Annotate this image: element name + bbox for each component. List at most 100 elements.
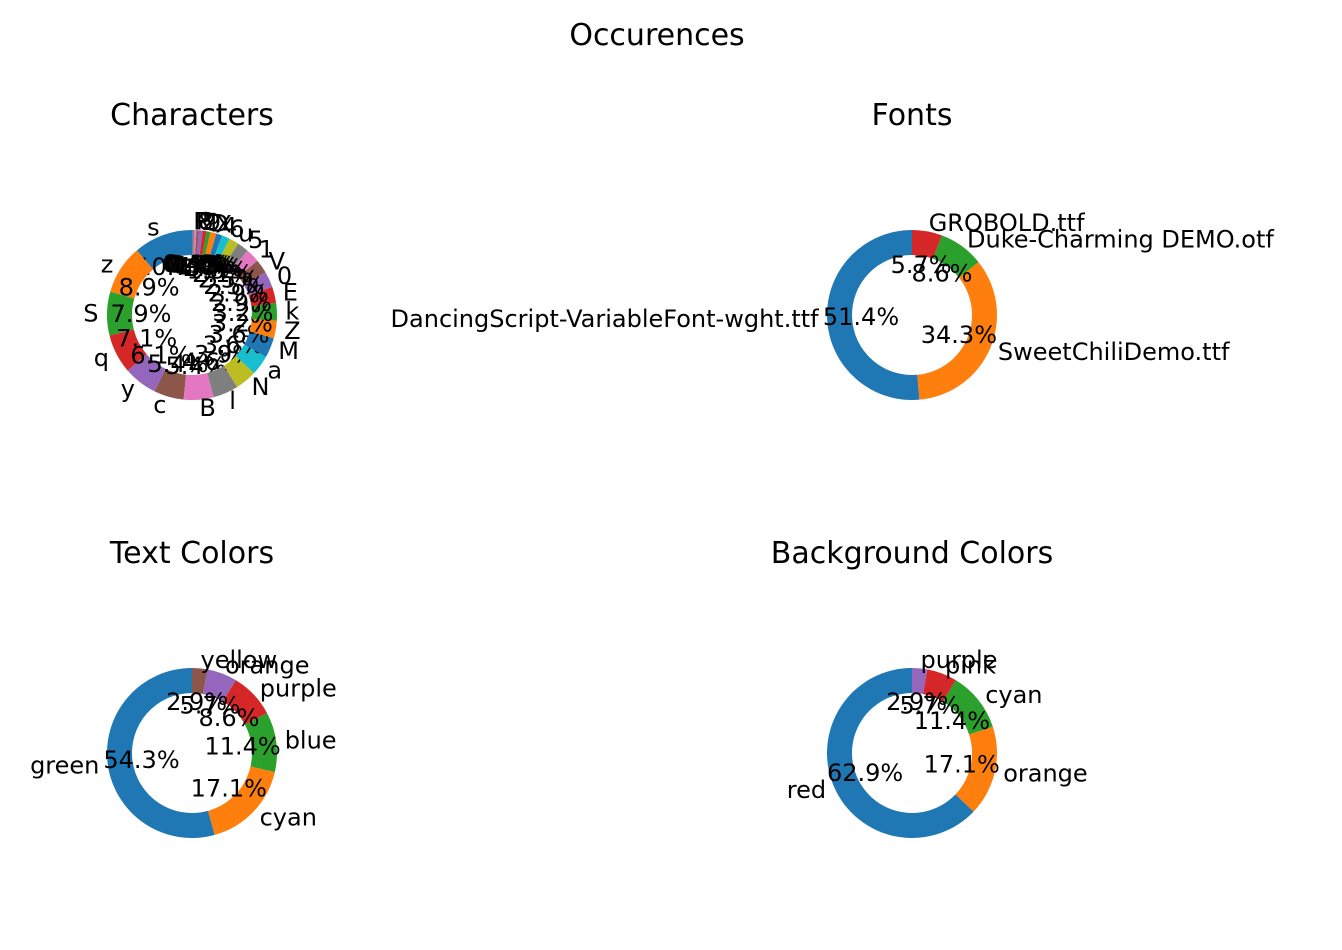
slice-percent-label: 34.3%	[921, 321, 997, 349]
slice-percent-label: 54.3%	[103, 746, 179, 774]
slice-percent-label: 1.8%	[187, 257, 248, 285]
slice-label: red	[787, 776, 826, 804]
pie-fonts: Fonts DancingScript-VariableFont-wght.tt…	[391, 98, 1274, 400]
slice-percent-label: 8.9%	[119, 273, 180, 301]
pie-slice	[235, 344, 266, 374]
pie-slice	[248, 286, 277, 307]
slice-label: cyan	[985, 681, 1042, 709]
pie-slice	[222, 680, 267, 725]
slice-percent-label: 0.4%	[164, 250, 225, 278]
pie-slice	[955, 726, 997, 812]
pie-slice	[942, 680, 993, 735]
pie-slice	[204, 232, 217, 258]
pie-slice	[249, 318, 277, 339]
slice-label: 0	[277, 262, 292, 290]
slice-label: 9	[206, 209, 221, 237]
slice-label: 2	[202, 208, 217, 236]
figure-title: Occurences	[569, 18, 744, 53]
slice-percent-label: 0.4%	[165, 250, 226, 278]
pie-title: Text Colors	[109, 536, 274, 571]
pie-slice	[826, 229, 920, 400]
slice-percent-label: 5.4%	[148, 350, 209, 378]
slice-percent-label: 1.4%	[182, 254, 243, 282]
slice-label: c	[153, 391, 166, 419]
slice-percent-label: 5.7%	[180, 691, 241, 719]
slice-percent-label: 2.9%	[886, 688, 947, 716]
slice-percent-label: 7.9%	[111, 300, 172, 328]
slice-label: blue	[285, 727, 337, 755]
pie-title: Characters	[110, 98, 274, 133]
pie-slice	[154, 368, 187, 400]
pie-slice	[208, 766, 275, 835]
slice-label: Duke-Charming DEMO.otf	[967, 225, 1274, 253]
pie-slice	[922, 669, 956, 702]
slice-label: a	[267, 356, 282, 384]
slice-percent-label: 17.1%	[924, 750, 1000, 778]
slice-label: cyan	[260, 804, 317, 832]
slice-label: DancingScript-VariableFont-wght.ttf	[391, 305, 820, 333]
slice-label: E	[283, 279, 298, 307]
pie-slice	[231, 250, 258, 277]
pie-slice	[933, 235, 979, 278]
slice-label: l	[229, 387, 236, 415]
slice-label: purple	[921, 646, 998, 674]
slice-label: k	[285, 297, 299, 325]
pie-slice	[243, 272, 273, 296]
slice-label: z	[101, 251, 114, 279]
pie-title: Background Colors	[771, 536, 1053, 571]
slice-label: M	[278, 337, 299, 365]
slice-label: 4	[222, 212, 237, 240]
slice-percent-label: 51.4%	[823, 303, 899, 331]
pie-slice	[109, 329, 147, 371]
slice-percent-label: 5.7%	[900, 691, 961, 719]
slice-label: S	[83, 300, 98, 328]
slice-percent-label: 5.7%	[891, 251, 952, 279]
slice-label: D	[210, 209, 228, 237]
pie-slice	[223, 356, 255, 387]
slice-label: R	[193, 208, 210, 236]
pie-slice	[827, 668, 974, 838]
slice-percent-label: 11.4%	[204, 732, 280, 760]
slice-label: pink	[945, 652, 996, 680]
pie-characters: Characters s 1 0.7% z8.9% S 7.9%q7.1% y 6.1% c 5.…	[83, 98, 300, 422]
pie-slice	[251, 302, 278, 321]
slice-label: B	[199, 394, 215, 422]
slice-percent-label: 2.5%	[203, 272, 264, 300]
pie-slice	[106, 668, 215, 839]
slice-label: u	[238, 220, 253, 248]
slice-label: N	[252, 373, 270, 401]
slice-label: q	[94, 344, 109, 372]
slice-label: Z	[284, 317, 300, 345]
pie-slice	[199, 230, 207, 256]
slice-percent-label: 2.9%	[166, 688, 227, 716]
pie-slice	[917, 262, 997, 400]
pie-slice	[207, 365, 238, 398]
slice-label: 6	[229, 215, 244, 243]
slice-label: s	[147, 213, 160, 241]
slice-label: 1	[259, 236, 274, 264]
slice-label: yellow	[201, 646, 278, 674]
slice-percent-label: 17.1%	[191, 774, 267, 802]
slice-percent-label: 1.1%	[178, 253, 239, 281]
pie-slice	[224, 243, 248, 270]
pie-slice	[136, 230, 192, 270]
pie-slice	[183, 373, 214, 400]
pie-slice	[192, 668, 208, 694]
pie-slice	[127, 354, 166, 392]
pie-slice	[213, 235, 230, 262]
slice-percent-label: 0.4%	[162, 250, 223, 278]
slice-percent-label: 11.4%	[914, 707, 990, 735]
slice-percent-label: 2.9%	[211, 289, 272, 317]
slice-label: green	[30, 752, 99, 780]
slice-label: P	[196, 208, 210, 236]
slice-percent-label: 6.1%	[130, 341, 191, 369]
pie-slice	[244, 331, 274, 357]
pie-slice	[912, 230, 942, 259]
pie-slice	[192, 230, 195, 256]
pie-slice	[106, 291, 135, 336]
slice-percent-label: 8.6%	[199, 704, 260, 732]
pie-slice	[196, 230, 203, 256]
